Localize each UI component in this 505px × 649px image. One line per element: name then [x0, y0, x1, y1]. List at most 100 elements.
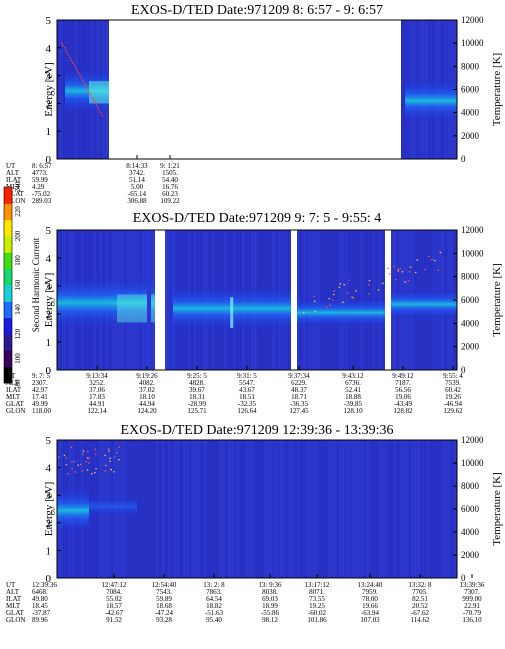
y-tick-label: 4 — [46, 253, 52, 265]
ephemeris-value: 5.00 — [131, 183, 144, 191]
ephemeris-value: 114.62 — [411, 616, 430, 624]
texture-stripe — [390, 440, 393, 578]
texture-stripe — [309, 440, 312, 578]
ephemeris-value: 7543. — [156, 588, 172, 596]
ephemeris-value: 126.64 — [237, 407, 257, 415]
ephemeris-value: 107.03 — [360, 616, 380, 624]
ephemeris-value: 999.00 — [462, 595, 482, 603]
colorbar-frame — [3, 186, 13, 384]
texture-stripe — [444, 440, 447, 578]
texture-stripe — [369, 440, 372, 578]
texture-stripe — [144, 440, 147, 578]
colorbar: 80 100 120 140 160 180 200 220 240 Second Harmoni… — [3, 181, 41, 387]
ephemeris-value: 13: 9:36 — [258, 581, 282, 589]
colorbar-swatch — [4, 285, 12, 302]
ephemeris-value: 8: 6:57 — [32, 162, 52, 170]
ephemeris-label: GLON — [6, 197, 25, 205]
ephemeris-value: 12:54:40 — [152, 581, 177, 589]
texture-stripe — [330, 440, 333, 578]
texture-stripe — [306, 440, 309, 578]
texture-stripe — [336, 440, 339, 578]
texture-stripe — [171, 440, 174, 578]
ephemeris-value: 3742. — [129, 169, 145, 177]
temperature-point — [88, 457, 90, 460]
ephemeris-label: MLT — [6, 183, 21, 191]
texture-stripe — [273, 440, 276, 578]
ephemeris-value: 6468. — [32, 588, 48, 596]
y-right-tick-label: 2000 — [461, 342, 480, 352]
y-right-tick-label: 0 — [461, 154, 466, 164]
ephemeris-value: 55.02 — [106, 595, 122, 603]
y-right-tick-label: 8000 — [461, 481, 480, 491]
y-right-tick-label: 6000 — [461, 85, 480, 95]
y-right-tick-label: 2000 — [461, 131, 480, 141]
temperature-point — [58, 456, 60, 458]
texture-stripe — [60, 20, 62, 159]
texture-stripe — [267, 440, 270, 578]
temperature-point — [62, 44, 64, 47]
temperature-point — [332, 299, 334, 301]
y-right-tick-label: 6000 — [461, 504, 480, 514]
temperature-point — [70, 59, 73, 62]
ephemeris-value: -70.79 — [463, 609, 482, 617]
temperature-point — [96, 104, 98, 107]
texture-stripe — [156, 440, 159, 578]
texture-stripe — [276, 440, 279, 578]
texture-stripe — [213, 440, 216, 578]
ephemeris-value: 91.52 — [106, 616, 122, 624]
ephemeris-value: 18.57 — [106, 602, 122, 610]
ephemeris-value: 7187. — [395, 379, 411, 387]
ephemeris-value: 18.51 — [239, 393, 255, 401]
temperature-point — [94, 102, 96, 104]
ephemeris-value: 18.99 — [262, 602, 278, 610]
spectrogram-panel-3: EXOS-D/TED Date:971209 12:39:36 - 13:39:… — [6, 423, 503, 624]
texture-stripe — [381, 440, 384, 578]
ephemeris-value: -32.35 — [238, 400, 257, 408]
colorbar-swatch — [4, 187, 12, 204]
temperature-point — [387, 267, 389, 270]
texture-stripe — [387, 440, 390, 578]
ephemeris-value: 16.76 — [162, 183, 178, 191]
texture-stripe — [147, 440, 150, 578]
ephemeris-value: 13:39:36 — [460, 581, 485, 589]
temperature-point — [87, 89, 89, 92]
ephemeris-value: -39.85 — [344, 400, 363, 408]
temperature-point — [368, 284, 370, 286]
texture-stripe — [162, 440, 165, 578]
colorbar-swatch — [4, 317, 12, 335]
temperature-point — [87, 450, 89, 453]
temperature-point — [89, 92, 91, 94]
ephemeris-label: MLT — [6, 602, 21, 610]
temperature-point — [75, 67, 77, 69]
texture-stripe — [435, 440, 438, 578]
ephemeris-value: 125.71 — [187, 407, 207, 415]
texture-stripe — [399, 440, 402, 578]
y-axis-label: Energy [eV] — [43, 482, 55, 536]
temperature-point — [83, 82, 85, 84]
y-tick-label: 0 — [46, 154, 52, 166]
texture-stripe — [186, 440, 189, 578]
ephemeris-value: 52.41 — [345, 386, 361, 394]
texture-stripe — [207, 440, 210, 578]
temperature-point — [91, 97, 94, 99]
temperature-point — [88, 462, 90, 464]
y-tick-label: 0 — [46, 365, 52, 377]
temperature-point — [91, 472, 93, 475]
colorbar-swatch — [4, 366, 12, 384]
texture-stripe — [426, 440, 429, 578]
temperature-point — [66, 52, 68, 54]
texture-stripe — [327, 440, 330, 578]
ephemeris-value: 18.68 — [156, 602, 172, 610]
ephemeris-value: -63.94 — [361, 609, 380, 617]
texture-stripe — [357, 440, 360, 578]
ephemeris-label: GLON — [6, 407, 25, 415]
ephemeris-value: 4828. — [189, 379, 205, 387]
ephemeris-value: 93.28 — [156, 616, 172, 624]
ephemeris-value: 19.06 — [395, 393, 411, 401]
texture-stripe — [354, 440, 357, 578]
plot-frame — [56, 19, 458, 160]
texture-stripe — [192, 440, 195, 578]
temperature-point — [397, 268, 399, 270]
colorbar-tick-label: 120 — [14, 328, 22, 339]
ephemeris-value: 69.03 — [262, 595, 278, 603]
